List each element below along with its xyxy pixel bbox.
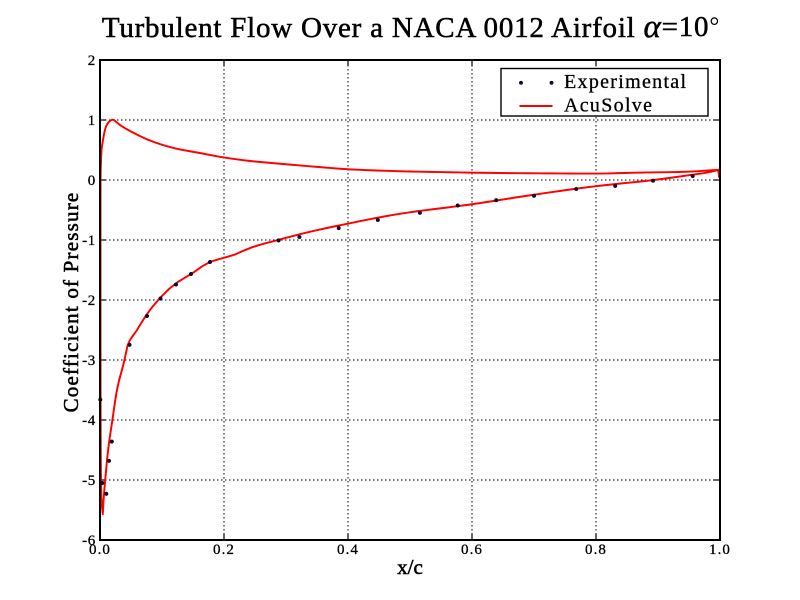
svg-text:0.0: 0.0 [89,542,111,558]
svg-text:-4: -4 [82,413,96,429]
svg-text:Turbulent Flow Over a NACA 001: Turbulent Flow Over a NACA 0012 Airfoil … [102,9,720,45]
svg-text:0.8: 0.8 [585,542,607,558]
svg-text:1.0: 1.0 [709,542,731,558]
svg-text:Coefficient of Pressure: Coefficient of Pressure [59,192,83,413]
svg-text:2: 2 [88,53,96,69]
svg-text:0.4: 0.4 [337,542,359,558]
svg-text:0: 0 [88,173,96,189]
svg-text:Experimental: Experimental [564,71,687,93]
svg-text:AcuSolve: AcuSolve [564,95,653,117]
svg-text:-3: -3 [82,353,96,369]
svg-text:-6: -6 [82,533,96,549]
svg-text:-1: -1 [82,233,96,249]
svg-text:-5: -5 [82,473,96,489]
svg-text:-2: -2 [82,293,96,309]
svg-text:0.2: 0.2 [213,542,235,558]
svg-text:x/c: x/c [397,555,423,579]
svg-text:0.6: 0.6 [461,542,483,558]
svg-text:1: 1 [88,113,96,129]
